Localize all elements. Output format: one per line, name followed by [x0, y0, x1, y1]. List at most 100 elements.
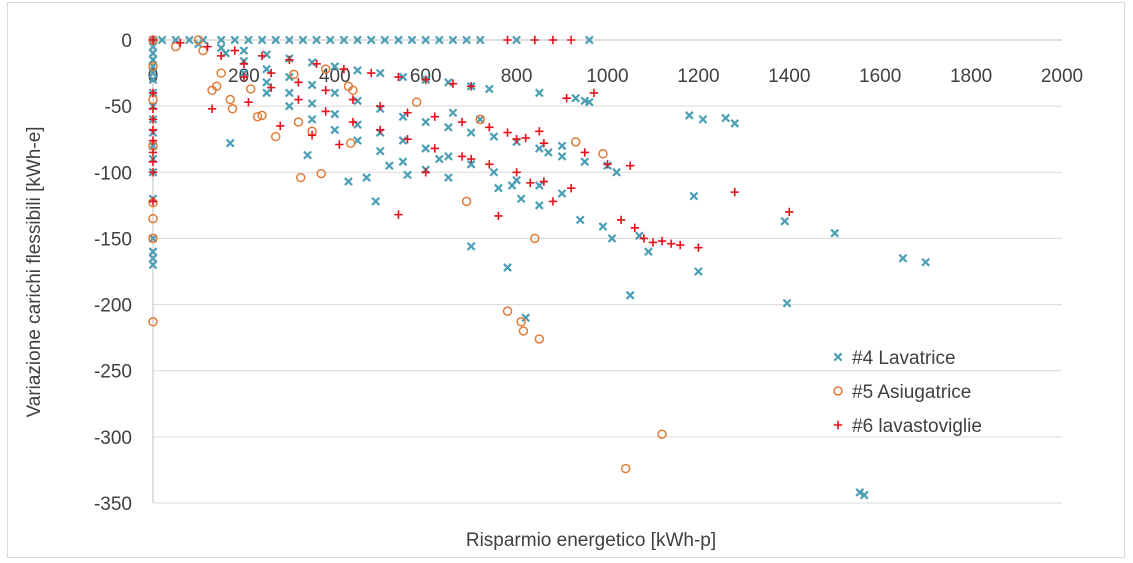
data-point — [630, 223, 639, 233]
data-point — [148, 148, 158, 157]
data-point — [307, 80, 317, 90]
data-point — [457, 117, 467, 127]
data-point — [494, 183, 503, 193]
data-point — [644, 247, 653, 257]
y-tick-label: -250 — [94, 362, 132, 383]
data-point — [284, 72, 294, 82]
data-point — [148, 88, 158, 98]
data-point — [466, 159, 476, 169]
data-point — [721, 113, 731, 123]
data-point — [276, 121, 285, 131]
data-point — [603, 160, 612, 169]
series-2 — [148, 35, 667, 474]
data-point — [148, 234, 158, 243]
data-point — [330, 88, 340, 98]
data-point — [421, 75, 430, 84]
data-point — [262, 88, 272, 98]
data-point — [394, 72, 403, 82]
data-point — [398, 112, 408, 122]
data-point — [434, 35, 444, 45]
data-point — [530, 35, 539, 45]
data-point — [257, 110, 267, 121]
data-point — [448, 79, 458, 88]
data-point — [225, 94, 236, 105]
data-point — [530, 233, 540, 244]
data-point — [921, 257, 931, 267]
data-point — [203, 42, 212, 51]
y-tick-label: -50 — [105, 97, 132, 118]
data-point — [430, 144, 439, 153]
data-point — [148, 42, 158, 51]
data-point — [330, 62, 340, 71]
data-point — [503, 128, 512, 137]
x-tick-label: 400 — [319, 66, 351, 87]
data-point — [407, 35, 417, 45]
data-point — [148, 104, 158, 113]
data-point — [539, 138, 549, 148]
data-point — [444, 152, 453, 161]
data-point — [855, 488, 865, 497]
data-point — [266, 83, 276, 92]
data-point — [307, 131, 317, 140]
chart-frame — [7, 2, 1125, 558]
data-point — [307, 114, 317, 124]
data-point — [293, 117, 304, 127]
data-point — [371, 197, 381, 206]
data-point — [262, 50, 272, 59]
data-point — [534, 181, 544, 190]
data-point — [689, 191, 699, 201]
data-point — [148, 247, 158, 257]
data-point — [312, 35, 321, 45]
data-point — [657, 429, 667, 439]
data-point — [730, 118, 740, 128]
data-point — [376, 125, 385, 135]
data-point — [694, 243, 703, 252]
data-point — [484, 84, 494, 94]
data-point — [230, 46, 240, 55]
data-point — [534, 88, 544, 98]
data-point — [461, 196, 472, 207]
data-point — [421, 144, 431, 153]
data-point — [580, 148, 589, 157]
data-point — [575, 215, 585, 225]
data-point — [485, 123, 494, 132]
data-point — [444, 173, 453, 182]
data-point — [257, 35, 267, 45]
data-point — [394, 210, 403, 219]
data-point — [239, 72, 249, 82]
data-point — [207, 104, 217, 113]
data-point — [284, 101, 294, 111]
data-point — [148, 35, 158, 45]
data-point — [339, 35, 349, 45]
x-tick-label: 0 — [148, 66, 159, 87]
data-point — [780, 216, 790, 226]
data-point — [303, 150, 312, 160]
data-point — [489, 132, 499, 141]
data-point — [730, 187, 739, 197]
data-point — [216, 51, 226, 61]
data-point — [294, 78, 303, 87]
y-tick-label: -200 — [94, 296, 132, 317]
data-point — [466, 154, 476, 164]
data-point — [353, 35, 362, 45]
data-point — [335, 140, 344, 149]
data-point — [782, 298, 792, 308]
data-point — [148, 61, 158, 72]
data-point — [266, 68, 276, 78]
data-point — [785, 207, 794, 217]
data-point — [148, 317, 158, 327]
data-point — [521, 313, 531, 323]
data-point — [466, 82, 476, 91]
data-point — [448, 108, 458, 118]
data-point — [625, 290, 635, 300]
data-point — [216, 68, 226, 78]
data-point — [148, 68, 158, 78]
data-point — [148, 253, 158, 263]
data-point — [262, 64, 272, 74]
data-point — [534, 334, 545, 344]
data-point — [353, 96, 362, 106]
y-tick-label: 0 — [121, 31, 132, 52]
data-point — [859, 490, 869, 500]
data-point — [698, 114, 708, 124]
data-point — [566, 183, 576, 193]
